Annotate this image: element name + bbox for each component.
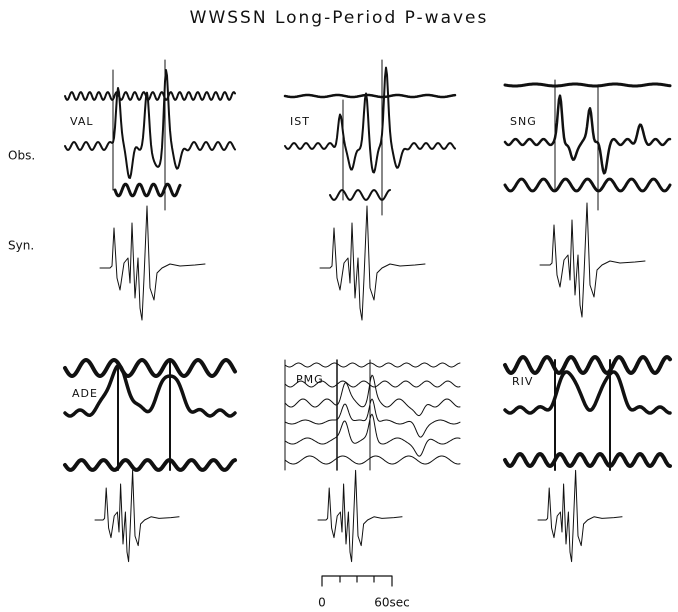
synthetic-trace (539, 202, 646, 318)
station-label: VAL (70, 115, 93, 128)
observed-trace (503, 355, 672, 375)
observed-trace (503, 82, 672, 88)
figure-title: WWSSN Long-Period P-waves (190, 8, 489, 28)
synthetic-trace (537, 469, 623, 563)
observed-trace (63, 363, 237, 418)
observed-trace (284, 455, 461, 465)
observed-trace (503, 177, 672, 193)
observed-trace (64, 91, 236, 101)
scale-label: 60sec (374, 596, 410, 610)
observed-trace (284, 66, 456, 174)
observed-trace (503, 94, 672, 175)
station-label: SNG (510, 115, 537, 128)
station-label: PMG (296, 373, 324, 386)
synthetic-trace (99, 205, 206, 321)
observed-trace (63, 358, 237, 378)
synthetic-trace (94, 469, 180, 563)
observed-trace (503, 370, 672, 415)
scale-bar (321, 575, 393, 587)
observed-trace (329, 189, 391, 201)
station-label: RIV (512, 375, 533, 388)
observed-trace (284, 374, 461, 417)
synthetic-trace (319, 205, 426, 321)
station-label: IST (290, 115, 310, 128)
row-label: Syn. (8, 239, 34, 253)
observed-trace (283, 93, 457, 99)
scale-label: 0 (318, 596, 326, 610)
observed-trace (284, 380, 461, 388)
synthetic-trace (317, 469, 403, 563)
observed-trace (113, 182, 182, 198)
observed-trace (284, 362, 461, 368)
station-label: ADE (72, 387, 98, 400)
observed-trace (284, 413, 461, 457)
row-label: Obs. (8, 149, 35, 163)
observed-trace (63, 458, 237, 472)
observed-trace (64, 69, 236, 179)
observed-trace (284, 398, 461, 438)
observed-trace (503, 452, 672, 468)
